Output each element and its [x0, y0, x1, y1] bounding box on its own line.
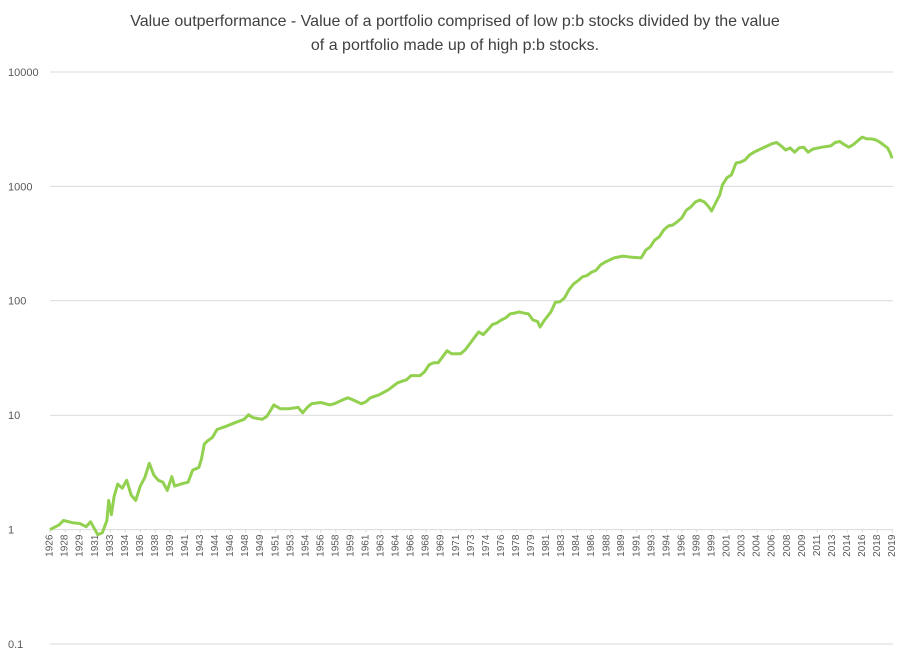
x-tick-label: 1953	[285, 534, 296, 557]
x-tick-label: 1996	[676, 534, 687, 557]
x-tick-label: 2014	[842, 534, 853, 557]
y-tick-label: 1	[8, 525, 14, 537]
x-tick-label: 1946	[225, 534, 236, 557]
x-tick-label: 1991	[631, 534, 642, 557]
x-tick-label: 1973	[466, 534, 477, 557]
x-tick-label: 1994	[661, 534, 672, 557]
x-tick-label: 1979	[526, 534, 537, 557]
x-tick-label: 1971	[451, 534, 462, 557]
chart-title: of a portfolio made up of high p:b stock…	[311, 37, 599, 54]
x-tick-label: 1968	[421, 534, 432, 557]
x-tick-label: 1999	[706, 534, 717, 557]
x-tick-label: 1928	[60, 534, 71, 557]
x-tick-label: 1938	[150, 534, 161, 557]
x-tick-label: 1978	[511, 534, 522, 557]
x-tick-label: 1929	[75, 534, 86, 557]
x-tick-label: 1963	[376, 534, 387, 557]
y-tick-label: 1000	[8, 181, 32, 193]
x-tick-label: 1949	[255, 534, 266, 557]
x-tick-label: 1993	[646, 534, 657, 557]
x-tick-label: 1984	[571, 534, 582, 557]
x-tick-label: 2003	[737, 534, 748, 557]
x-tick-label: 2001	[722, 534, 733, 557]
x-tick-label: 2011	[812, 534, 823, 556]
x-tick-label: 1926	[45, 534, 56, 557]
x-tick-label: 2016	[857, 534, 868, 557]
data-line	[49, 135, 894, 537]
y-tick-label: 100	[8, 296, 26, 308]
x-tick-label: 1988	[601, 534, 612, 557]
x-tick-label: 2008	[782, 534, 793, 557]
x-tick-label: 1974	[481, 534, 492, 557]
x-tick-label: 1976	[496, 534, 507, 557]
x-tick-label: 2018	[872, 534, 883, 557]
x-tick-label: 1969	[436, 534, 447, 557]
x-tick-label: 2004	[752, 534, 763, 557]
chart-title: Value outperformance - Value of a portfo…	[130, 13, 780, 30]
x-tick-label: 1961	[361, 534, 372, 557]
x-tick-label: 1981	[541, 534, 552, 557]
x-tick-label: 2006	[767, 534, 778, 557]
x-tick-label: 1983	[556, 534, 567, 557]
x-tick-label: 1956	[315, 534, 326, 557]
x-tick-label: 1944	[210, 534, 221, 557]
x-tick-label: 2019	[887, 534, 898, 557]
x-tick-label: 1986	[586, 534, 597, 557]
x-tick-label: 1966	[406, 534, 417, 557]
x-tick-label: 2009	[797, 534, 808, 557]
x-tick-label: 2013	[827, 534, 838, 557]
x-tick-label: 1943	[195, 534, 206, 557]
x-tick-label: 1939	[165, 534, 176, 557]
y-tick-label: 10000	[8, 67, 39, 79]
y-tick-label: 10	[8, 410, 20, 422]
x-tick-label: 1933	[105, 534, 116, 557]
x-tick-label: 1934	[120, 534, 131, 557]
x-tick-label: 1941	[180, 534, 191, 557]
x-tick-label: 1951	[270, 534, 281, 557]
x-tick-label: 1936	[135, 534, 146, 557]
y-tick-label: 0.1	[8, 639, 23, 651]
x-tick-label: 1964	[391, 534, 402, 557]
x-tick-label: 1931	[90, 534, 101, 557]
x-tick-label: 1959	[345, 534, 356, 557]
x-tick-label: 1989	[616, 534, 627, 557]
x-tick-label: 1998	[692, 534, 703, 557]
x-tick-label: 1958	[330, 534, 341, 557]
x-tick-label: 1948	[240, 534, 251, 557]
x-tick-label: 1954	[300, 534, 311, 557]
